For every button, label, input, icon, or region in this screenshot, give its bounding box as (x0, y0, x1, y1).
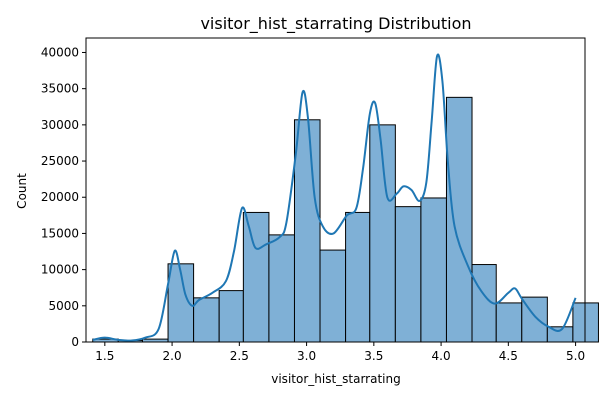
x-tick-label: 4.5 (499, 349, 518, 363)
y-axis-ticks: 0 5000 10000 15000 20000 25000 30000 35000 40000 (41, 45, 86, 349)
x-tick-label: 5.0 (566, 349, 585, 363)
y-tick-label: 0 (71, 335, 79, 349)
histogram-bar (345, 211, 371, 343)
histogram-bar (319, 249, 347, 343)
histogram-bar (242, 211, 270, 343)
bars-group (92, 96, 599, 343)
histogram-bar (293, 119, 321, 343)
x-tick-label: 1.5 (95, 349, 114, 363)
histogram-bar (268, 234, 295, 343)
histogram-bar (394, 206, 422, 343)
y-axis-label: Count (15, 173, 29, 209)
y-tick-label: 40000 (41, 45, 79, 59)
x-tick-label: 4.0 (432, 349, 451, 363)
x-axis-label: visitor_hist_starrating (271, 372, 400, 386)
kde-group (92, 53, 577, 342)
y-tick-label: 20000 (41, 190, 79, 204)
y-tick-label: 25000 (41, 154, 79, 168)
histogram-bar (572, 302, 599, 343)
plot-frame (85, 37, 586, 343)
chart-title: visitor_hist_starrating Distribution (200, 14, 471, 34)
x-tick-label: 3.0 (297, 349, 316, 363)
x-tick-label: 2.5 (230, 349, 249, 363)
y-tick-label: 35000 (41, 82, 79, 96)
y-tick-label: 5000 (48, 299, 79, 313)
histogram-bar (218, 290, 244, 343)
x-tick-label: 2.0 (163, 349, 182, 363)
y-tick-label: 15000 (41, 226, 79, 240)
histogram-bar (193, 297, 220, 343)
histogram-bar (420, 197, 447, 343)
histogram-bar (495, 302, 523, 343)
x-axis-ticks: 1.5 2.0 2.5 3.0 3.5 4.0 4.5 5.0 (95, 342, 585, 363)
histogram-bar (445, 96, 473, 343)
kde-curve (92, 53, 577, 342)
y-tick-label: 10000 (41, 263, 79, 277)
y-tick-label: 30000 (41, 118, 79, 132)
x-tick-label: 3.5 (364, 349, 383, 363)
